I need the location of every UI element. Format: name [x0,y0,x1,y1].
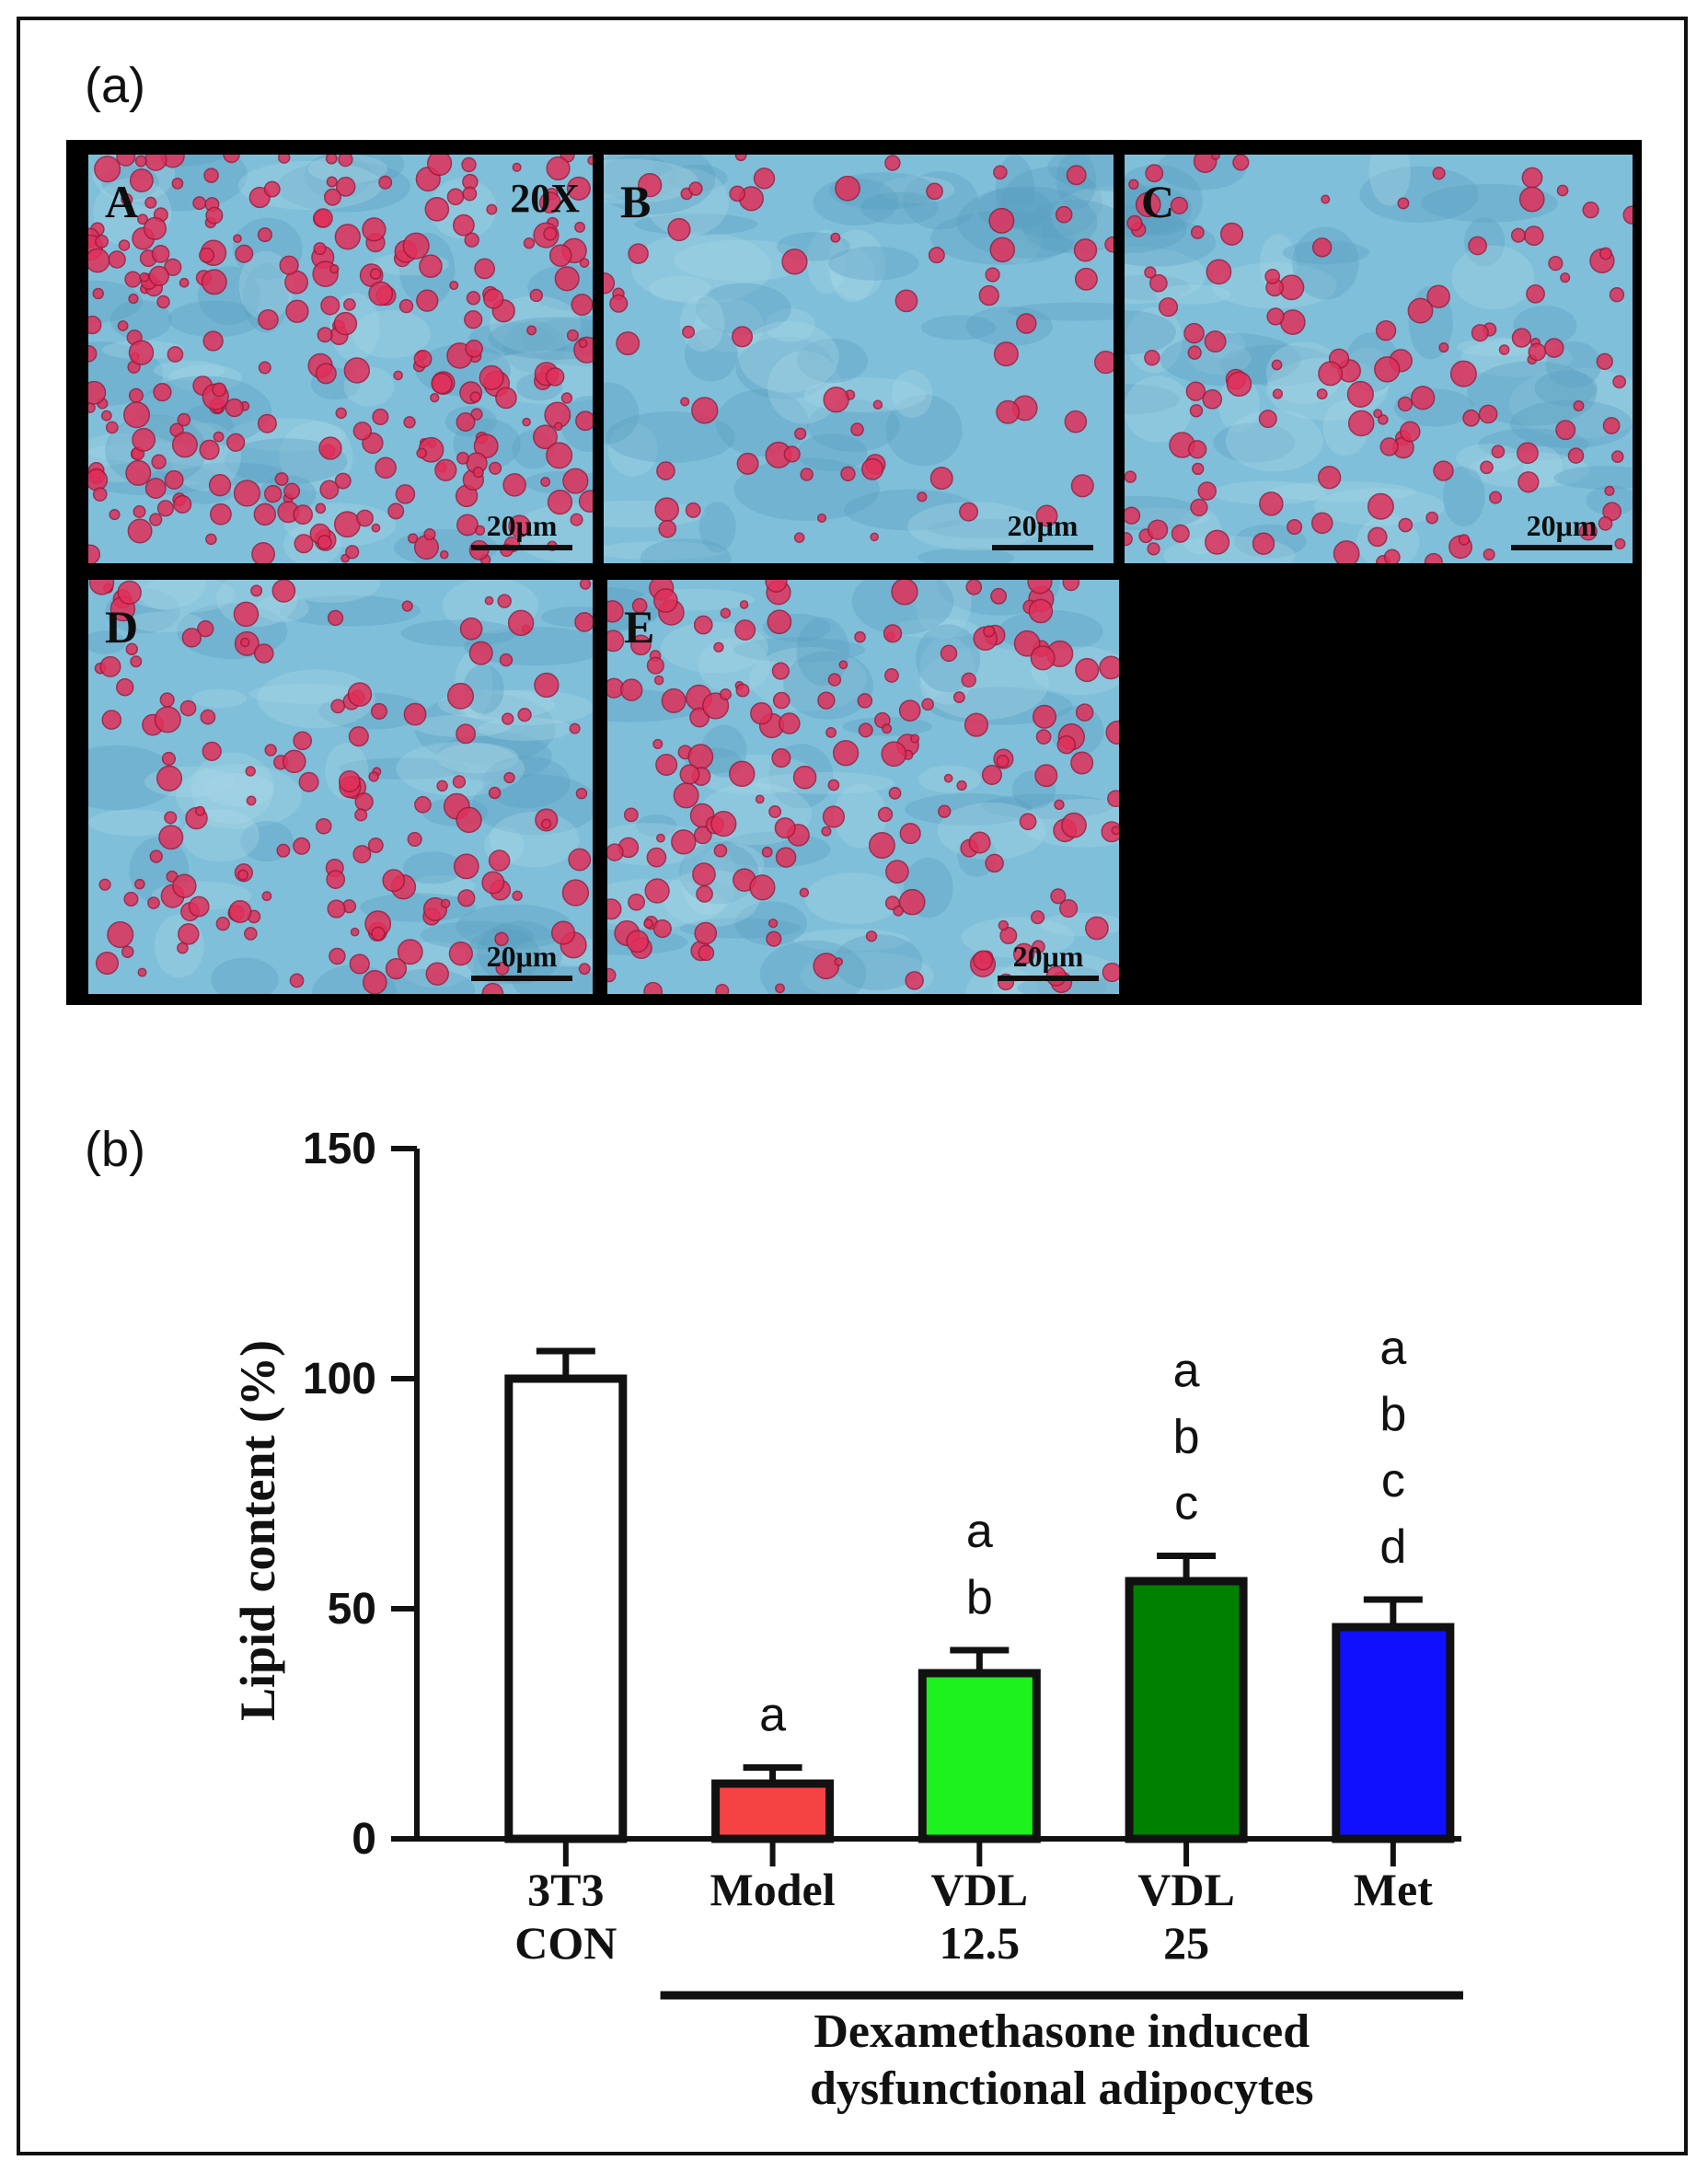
bar [1125,1577,1248,1843]
micrograph-b-letter: B [620,176,652,227]
significance-label: c [1174,1477,1198,1531]
micrograph-b: B 20μm [604,155,1114,563]
x-tick-label: VDL [931,1864,1029,1915]
micrograph-c-image [1125,155,1633,563]
bar [711,1779,835,1843]
scale-bar-b: 20μm [992,509,1093,550]
y-tick-label: 0 [352,1815,376,1864]
scale-bar-c: 20μm [1511,509,1612,550]
bar [504,1374,628,1843]
x-tick-label: 12.5 [940,1917,1021,1969]
y-axis-label: Lipid content (%) [230,1340,285,1721]
micrograph-e-image [607,580,1119,994]
significance-label: a [966,1505,993,1558]
significance-label: a [1173,1345,1200,1398]
x-tick-label: Model [710,1864,836,1915]
bar [1332,1623,1455,1843]
figure-frame [17,17,1688,2155]
scale-bar-a: 20μm [471,509,572,550]
micrograph-a-letter: A [105,176,139,227]
micrograph-d-image [88,580,593,994]
x-tick-label: 3T3 [527,1864,604,1915]
micrograph-d: D 20μm [88,580,593,994]
micrograph-a: A 20X 20μm [88,155,593,563]
micrograph-c: C 20μm [1125,155,1633,563]
scale-bar-d: 20μm [471,940,572,981]
x-tick-label: CON [514,1917,617,1969]
x-tick-label: Met [1354,1864,1433,1915]
panel-a-label: (a) [85,58,145,113]
significance-label: b [1173,1411,1200,1464]
significance-label: b [966,1571,993,1624]
micrograph-a-image [88,155,593,563]
micrograph-d-letter: D [105,601,139,653]
significance-label: c [1381,1454,1405,1508]
y-tick-label: 100 [303,1355,376,1404]
x-tick-label: 25 [1163,1917,1209,1969]
significance-label: a [759,1689,786,1742]
y-tick-label: 50 [328,1585,376,1634]
micrograph-e-letter: E [624,601,655,653]
micrograph-c-letter: C [1141,176,1175,227]
magnification-label: 20X [510,176,580,221]
micrograph-b-image [604,155,1114,563]
micrograph-e: E 20μm [607,580,1119,994]
y-tick-label: 150 [303,1125,376,1173]
significance-label: b [1379,1388,1406,1441]
significance-label: d [1379,1520,1406,1574]
micrograph-panel: A 20X 20μm B 20μm C 20μm D 20μm E 20μm [66,140,1642,1005]
panel-b-label: (b) [85,1122,145,1177]
bar [917,1669,1041,1843]
significance-label: a [1379,1322,1406,1375]
scale-bar-e: 20μm [998,940,1099,981]
group-label: Dexamethasone induced [814,2005,1310,2058]
group-label: dysfunctional adipocytes [810,2062,1314,2115]
x-tick-label: VDL [1137,1864,1235,1915]
